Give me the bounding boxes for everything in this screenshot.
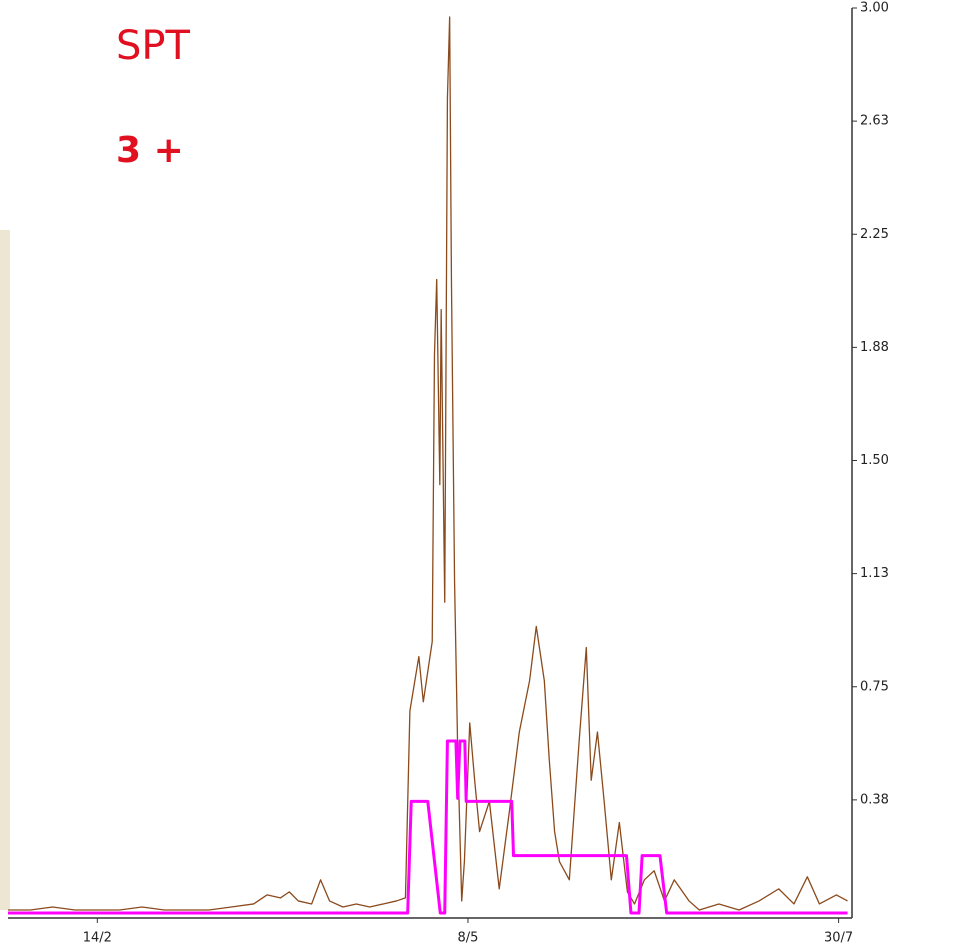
y-tick-label: 0.75 bbox=[860, 679, 889, 694]
x-tick-label: 30/7 bbox=[824, 931, 853, 946]
x-tick-label: 8/5 bbox=[457, 931, 478, 946]
y-tick-label: 1.88 bbox=[860, 340, 889, 355]
map-strip bbox=[0, 230, 10, 910]
x-tick-label: 14/2 bbox=[83, 931, 112, 946]
data-line bbox=[8, 739, 848, 915]
y-tick-label: 1.50 bbox=[860, 453, 889, 468]
y-tick-label: 0.38 bbox=[860, 792, 889, 807]
y-tick-label: 2.25 bbox=[860, 227, 889, 242]
chart-subtitle: 3 + bbox=[116, 130, 184, 171]
y-tick-label: 2.63 bbox=[860, 114, 889, 129]
y-tick-label: 3.00 bbox=[860, 1, 889, 16]
y-tick-label: 1.13 bbox=[860, 566, 889, 581]
chart-title: SPT bbox=[116, 23, 191, 69]
data-line bbox=[8, 16, 848, 911]
